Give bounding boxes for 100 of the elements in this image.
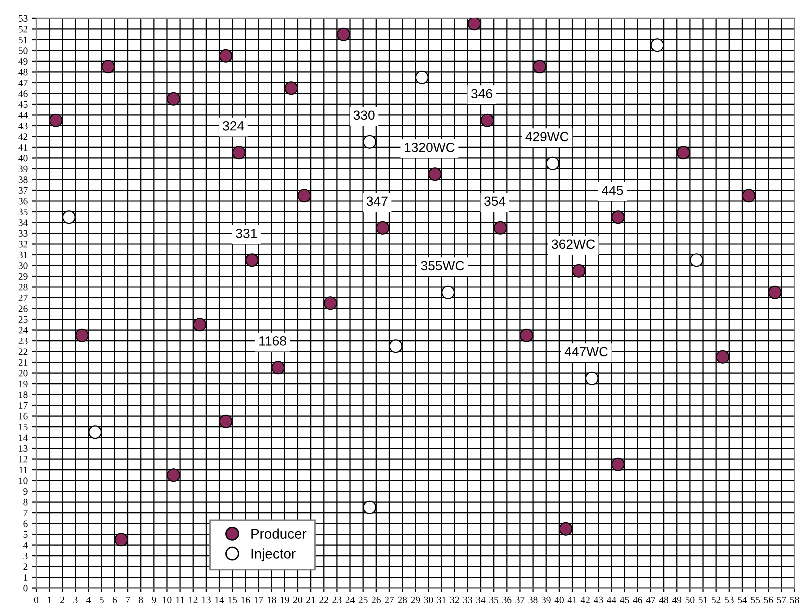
point [428,168,442,182]
y-tick-label: 21 [18,359,28,366]
legend-label: Producer [252,528,307,539]
x-tick-label: 1 [48,596,52,604]
x-tick-label: 55 [751,596,760,604]
y-tick-label: 25 [18,316,28,323]
y-tick-label: 31 [18,252,28,258]
y-tick-label: 37 [18,187,28,194]
x-tick-label: 0 [34,596,39,604]
annotation: 330 [354,110,375,120]
x-tick-label: 32 [450,596,460,604]
x-tick-label: 50 [686,596,695,604]
x-tick-label: 33 [464,596,472,604]
legend-label: Injector [252,548,296,562]
point [442,286,456,300]
x-tick-label: 28 [398,596,408,604]
x-tick-label: 10 [163,596,172,604]
x-tick-label: 36 [502,596,512,604]
point [88,426,102,440]
x-tick-label: 6 [112,596,118,604]
y-tick-label: 53 [19,15,28,22]
x-tick-label: 17 [254,596,264,604]
x-tick-label: 2 [60,596,65,604]
annotation: 429WC [526,132,569,142]
x-tick-label: 58 [790,596,800,604]
y-tick-label: 23 [18,338,28,344]
y-tick-label: 52 [19,26,28,33]
x-tick-label: 39 [542,596,551,604]
y-tick-label: 33 [18,230,28,237]
point [114,533,128,547]
x-tick-label: 16 [242,596,250,604]
y-tick-label: 40 [18,155,28,162]
x-tick-label: 47 [646,596,656,604]
y-tick-label: 50 [19,48,28,54]
point [612,458,626,472]
x-tick-label: 20 [294,596,302,604]
point [102,60,116,74]
x-tick-label: 18 [268,596,276,604]
point [167,92,181,106]
y-tick-label: 44 [18,112,28,119]
y-tick-label: 24 [18,327,28,334]
y-tick-label: 9 [24,488,28,495]
y-tick-label: 35 [18,208,28,216]
y-tick-label: 1 [24,574,28,581]
point [363,135,377,149]
annotation: 346 [471,89,492,99]
x-tick-label: 8 [139,596,144,604]
point [468,18,482,31]
point [49,114,63,128]
annotation: 347 [366,196,388,206]
x-tick-label: 57 [777,596,786,604]
y-tick-label: 12 [19,456,28,463]
x-tick-label: 52 [712,596,721,604]
point [716,350,730,364]
x-tick-label: 14 [216,596,224,604]
point [389,340,403,354]
y-tick-label: 20 [18,370,28,377]
annotation: 1168 [260,336,286,346]
y-tick-label: 36 [18,198,28,205]
point [690,254,704,268]
annotation: 445 [602,186,624,196]
x-tick-label: 25 [358,596,368,604]
x-tick-label: 49 [672,596,682,604]
x-tick-label: 21 [306,596,316,604]
y-tick-label: 45 [18,101,28,108]
x-tick-label: 34 [476,596,486,604]
y-tick-label: 51 [19,36,28,44]
y-tick-label: 11 [20,466,28,474]
y-tick-label: 17 [19,402,28,409]
x-tick-label: 30 [424,596,434,604]
y-tick-label: 27 [18,294,28,302]
y-tick-label: 14 [19,434,28,442]
point [572,264,586,278]
point [480,114,494,128]
y-tick-label: 39 [18,166,28,172]
x-tick-label: 4 [86,596,92,604]
y-tick-label: 10 [19,478,28,484]
x-tick-label: 7 [126,596,130,604]
point [245,254,259,268]
x-tick-label: 46 [633,596,642,604]
point [585,372,599,386]
y-tick-label: 42 [18,134,28,140]
x-tick-label: 12 [189,596,198,604]
x-tick-label: 45 [620,596,630,604]
annotation: 324 [223,121,244,131]
x-tick-label: 3 [74,596,78,604]
point [533,60,547,74]
point [75,328,90,342]
point [559,522,573,536]
y-tick-label: 34 [18,220,28,226]
x-tick-label: 53 [725,596,734,604]
y-tick-label: 6 [24,520,28,528]
point [219,49,233,63]
point [376,221,390,235]
point [336,28,350,42]
point [363,500,377,514]
x-tick-label: 22 [320,596,328,604]
point [768,286,782,300]
y-tick-label: 15 [19,424,28,430]
x-tick-label: 29 [411,596,420,604]
